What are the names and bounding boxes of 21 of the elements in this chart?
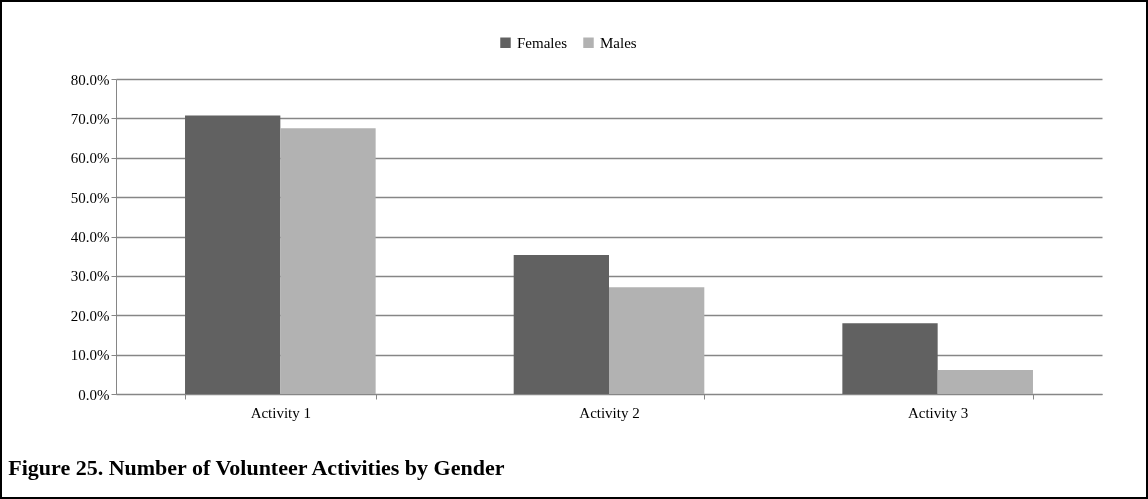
y-tick-label: 50.0% xyxy=(70,189,110,206)
x-tick-label: Activity 1 xyxy=(250,404,312,421)
legend-label: Females xyxy=(517,34,568,51)
bar xyxy=(185,115,281,394)
x-tick-label: Activity 3 xyxy=(907,404,969,421)
y-tick-label: 80.0% xyxy=(70,71,110,88)
y-tick-label: 10.0% xyxy=(70,347,110,364)
y-tick-label: 0.0% xyxy=(78,386,110,403)
bar xyxy=(842,323,938,394)
x-tick-label: Activity 2 xyxy=(579,404,640,421)
y-tick-label: 70.0% xyxy=(70,110,110,127)
bar xyxy=(937,369,1033,394)
bar xyxy=(280,128,376,394)
bar xyxy=(609,287,705,394)
y-tick-label: 40.0% xyxy=(70,229,110,245)
text: Figure 25. Number of Volunteer Activities by Gender xyxy=(8,455,505,480)
legend-label: Males xyxy=(600,34,637,51)
y-tick-label: 60.0% xyxy=(70,150,110,167)
y-tick-label: 30.0% xyxy=(70,268,110,285)
y-tick-label: 20.0% xyxy=(70,307,110,324)
bar xyxy=(513,255,609,394)
